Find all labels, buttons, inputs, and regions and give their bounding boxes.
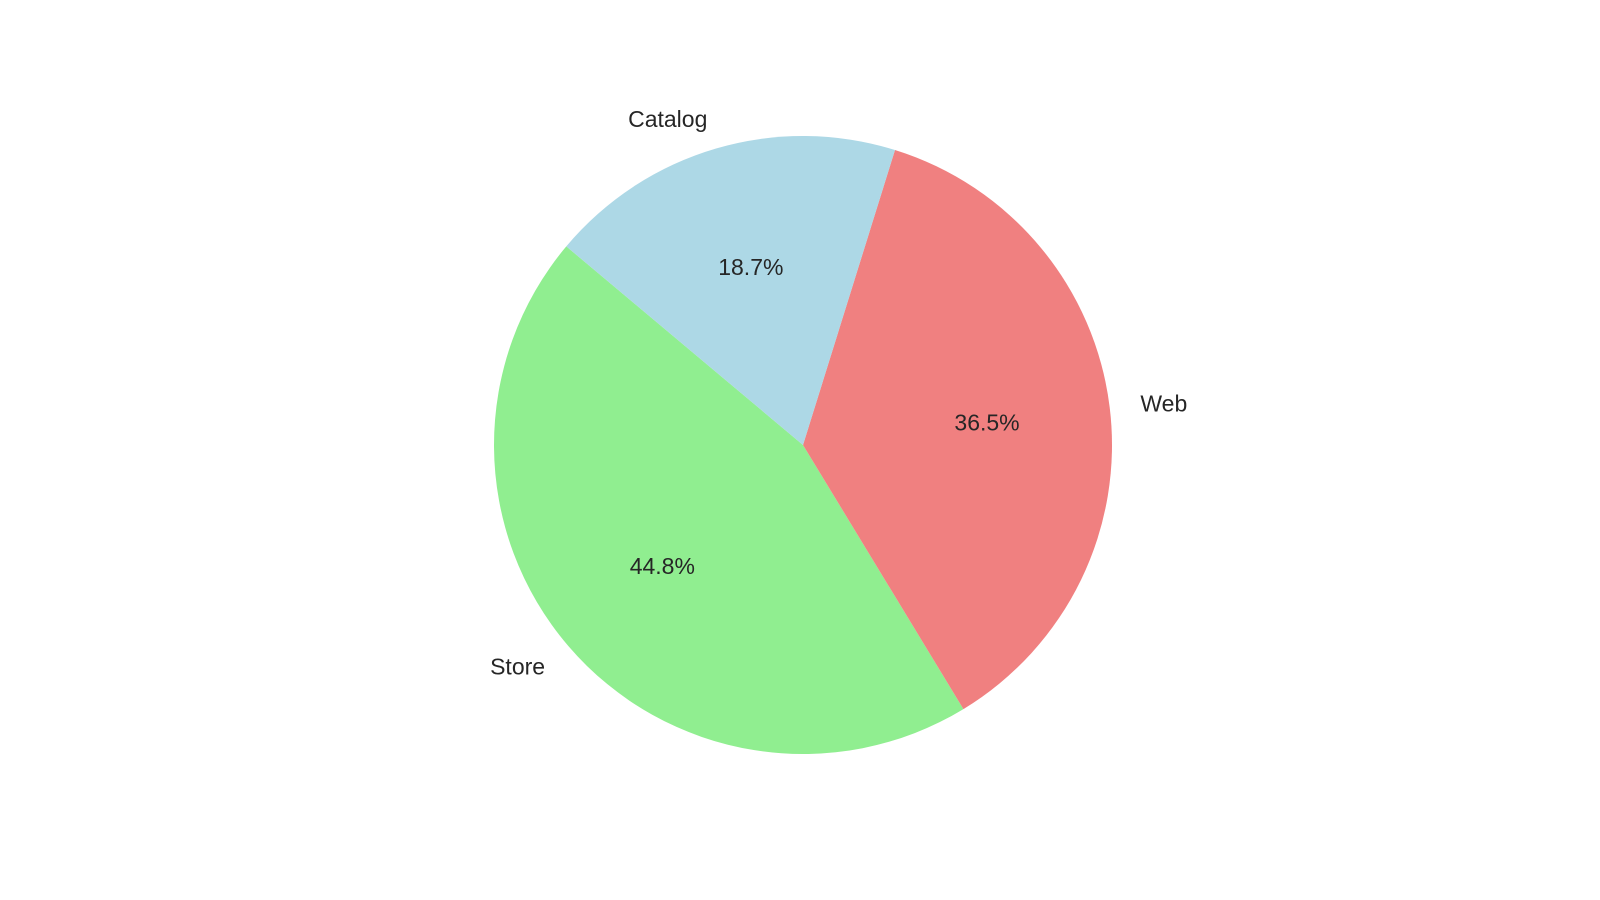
percent-label-web: 36.5% (954, 409, 1019, 435)
slice-label-store: Store (490, 653, 545, 679)
pie-labels: Store 44.8% Web 36.5% Catalog 18.7% (490, 106, 1187, 680)
pie-slice-store (494, 246, 964, 755)
pie-slice-catalog (566, 136, 895, 446)
pie-slice-web (803, 150, 1113, 710)
percent-label-store: 44.8% (630, 553, 695, 579)
slice-label-web: Web (1140, 391, 1187, 417)
pie-slices (494, 136, 1113, 755)
percent-label-catalog: 18.7% (718, 254, 783, 280)
slice-label-catalog: Catalog (628, 106, 707, 132)
